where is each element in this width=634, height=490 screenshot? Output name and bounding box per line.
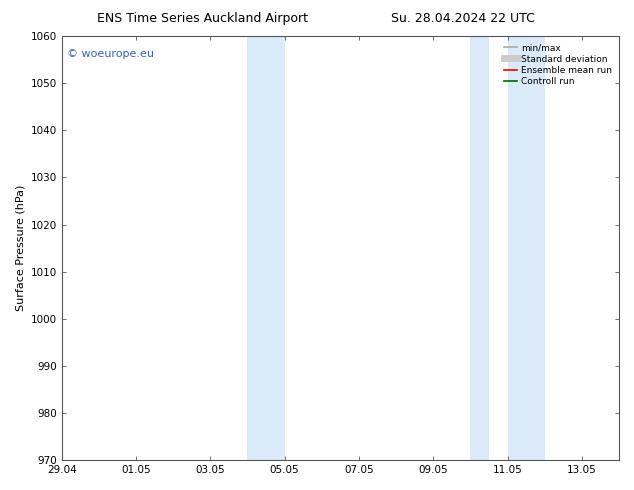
Legend: min/max, Standard deviation, Ensemble mean run, Controll run: min/max, Standard deviation, Ensemble me…: [501, 41, 614, 89]
Bar: [470, 36, 489, 460]
Y-axis label: Surface Pressure (hPa): Surface Pressure (hPa): [15, 185, 25, 311]
Bar: [247, 36, 285, 460]
Bar: [508, 36, 545, 460]
Text: © woeurope.eu: © woeurope.eu: [67, 49, 154, 59]
Text: Su. 28.04.2024 22 UTC: Su. 28.04.2024 22 UTC: [391, 12, 534, 25]
Text: ENS Time Series Auckland Airport: ENS Time Series Auckland Airport: [98, 12, 308, 25]
